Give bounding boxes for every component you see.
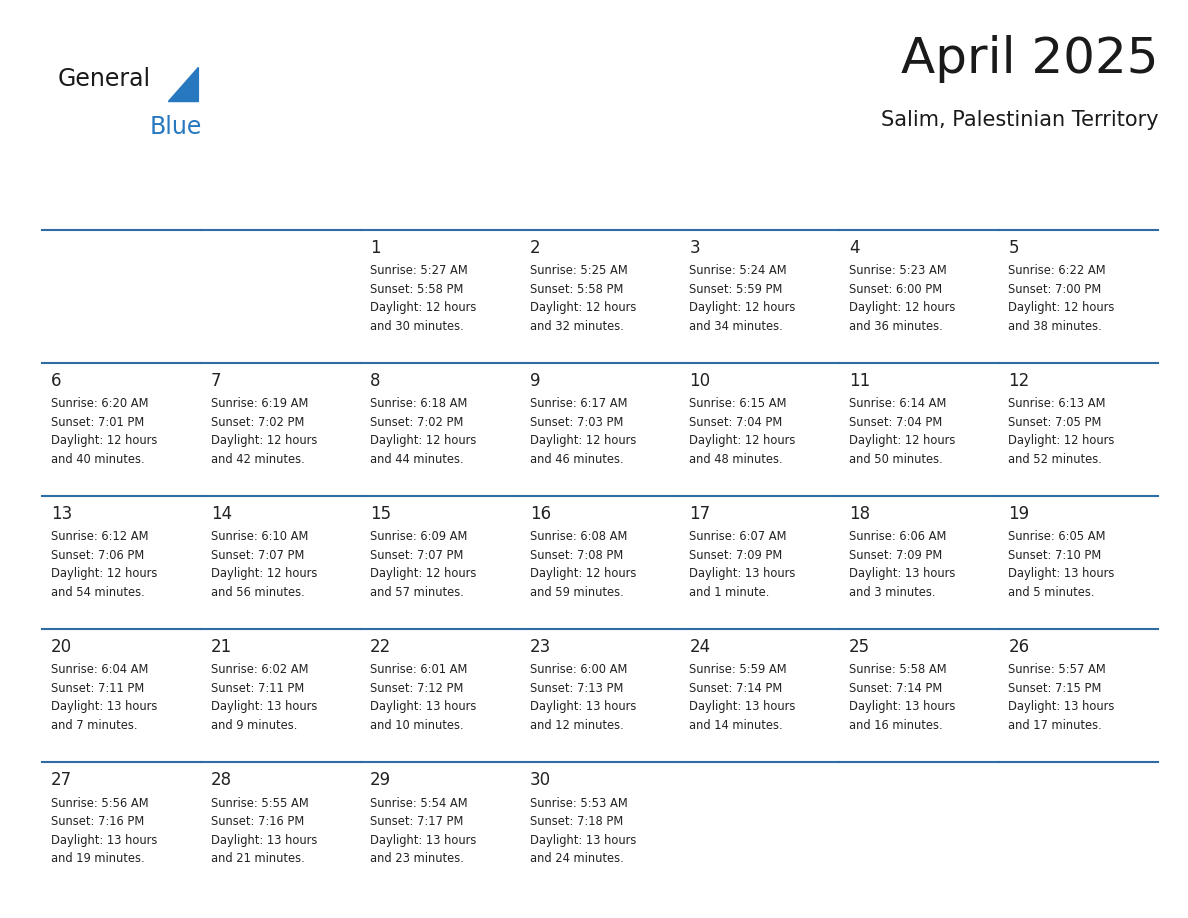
Text: Sunrise: 5:59 AM
Sunset: 7:14 PM
Daylight: 13 hours
and 14 minutes.: Sunrise: 5:59 AM Sunset: 7:14 PM Dayligh…	[689, 664, 796, 732]
Text: Saturday: Saturday	[1009, 192, 1081, 207]
Text: Thursday: Thursday	[689, 192, 764, 207]
Text: 30: 30	[530, 771, 551, 789]
Text: Sunrise: 6:10 AM
Sunset: 7:07 PM
Daylight: 12 hours
and 56 minutes.: Sunrise: 6:10 AM Sunset: 7:07 PM Dayligh…	[210, 531, 317, 599]
Text: 10: 10	[689, 372, 710, 390]
Text: 25: 25	[848, 638, 870, 656]
Text: Sunrise: 6:01 AM
Sunset: 7:12 PM
Daylight: 13 hours
and 10 minutes.: Sunrise: 6:01 AM Sunset: 7:12 PM Dayligh…	[371, 664, 476, 732]
Text: Sunrise: 6:22 AM
Sunset: 7:00 PM
Daylight: 12 hours
and 38 minutes.: Sunrise: 6:22 AM Sunset: 7:00 PM Dayligh…	[1009, 264, 1114, 332]
Text: Sunrise: 5:24 AM
Sunset: 5:59 PM
Daylight: 12 hours
and 34 minutes.: Sunrise: 5:24 AM Sunset: 5:59 PM Dayligh…	[689, 264, 796, 332]
Text: 3: 3	[689, 239, 700, 257]
Text: 6: 6	[51, 372, 62, 390]
Text: Sunrise: 6:15 AM
Sunset: 7:04 PM
Daylight: 12 hours
and 48 minutes.: Sunrise: 6:15 AM Sunset: 7:04 PM Dayligh…	[689, 397, 796, 465]
Text: 9: 9	[530, 372, 541, 390]
Text: Sunrise: 5:56 AM
Sunset: 7:16 PM
Daylight: 13 hours
and 19 minutes.: Sunrise: 5:56 AM Sunset: 7:16 PM Dayligh…	[51, 797, 158, 865]
Text: Sunrise: 5:25 AM
Sunset: 5:58 PM
Daylight: 12 hours
and 32 minutes.: Sunrise: 5:25 AM Sunset: 5:58 PM Dayligh…	[530, 264, 636, 332]
Text: Friday: Friday	[848, 192, 898, 207]
Text: Wednesday: Wednesday	[530, 192, 623, 207]
Text: 12: 12	[1009, 372, 1030, 390]
Text: Sunday: Sunday	[51, 192, 112, 207]
Text: 7: 7	[210, 372, 221, 390]
Text: Sunrise: 6:17 AM
Sunset: 7:03 PM
Daylight: 12 hours
and 46 minutes.: Sunrise: 6:17 AM Sunset: 7:03 PM Dayligh…	[530, 397, 636, 465]
Text: Sunrise: 5:58 AM
Sunset: 7:14 PM
Daylight: 13 hours
and 16 minutes.: Sunrise: 5:58 AM Sunset: 7:14 PM Dayligh…	[848, 664, 955, 732]
Text: 22: 22	[371, 638, 392, 656]
Text: Sunrise: 6:14 AM
Sunset: 7:04 PM
Daylight: 12 hours
and 50 minutes.: Sunrise: 6:14 AM Sunset: 7:04 PM Dayligh…	[848, 397, 955, 465]
Text: Sunrise: 6:13 AM
Sunset: 7:05 PM
Daylight: 12 hours
and 52 minutes.: Sunrise: 6:13 AM Sunset: 7:05 PM Dayligh…	[1009, 397, 1114, 465]
Text: 21: 21	[210, 638, 232, 656]
Text: 16: 16	[530, 505, 551, 523]
Text: Sunrise: 5:23 AM
Sunset: 6:00 PM
Daylight: 12 hours
and 36 minutes.: Sunrise: 5:23 AM Sunset: 6:00 PM Dayligh…	[848, 264, 955, 332]
Text: Sunrise: 5:57 AM
Sunset: 7:15 PM
Daylight: 13 hours
and 17 minutes.: Sunrise: 5:57 AM Sunset: 7:15 PM Dayligh…	[1009, 664, 1114, 732]
Text: 17: 17	[689, 505, 710, 523]
Text: Sunrise: 6:00 AM
Sunset: 7:13 PM
Daylight: 13 hours
and 12 minutes.: Sunrise: 6:00 AM Sunset: 7:13 PM Dayligh…	[530, 664, 636, 732]
Text: 26: 26	[1009, 638, 1030, 656]
Text: 19: 19	[1009, 505, 1030, 523]
Text: 13: 13	[51, 505, 72, 523]
Text: Sunrise: 6:20 AM
Sunset: 7:01 PM
Daylight: 12 hours
and 40 minutes.: Sunrise: 6:20 AM Sunset: 7:01 PM Dayligh…	[51, 397, 158, 465]
Text: Sunrise: 6:04 AM
Sunset: 7:11 PM
Daylight: 13 hours
and 7 minutes.: Sunrise: 6:04 AM Sunset: 7:11 PM Dayligh…	[51, 664, 158, 732]
Text: 8: 8	[371, 372, 380, 390]
Text: April 2025: April 2025	[901, 35, 1158, 83]
Text: Salim, Palestinian Territory: Salim, Palestinian Territory	[880, 110, 1158, 130]
Text: 24: 24	[689, 638, 710, 656]
Text: 23: 23	[530, 638, 551, 656]
Text: Tuesday: Tuesday	[371, 192, 436, 207]
Text: 14: 14	[210, 505, 232, 523]
Text: Sunrise: 6:08 AM
Sunset: 7:08 PM
Daylight: 12 hours
and 59 minutes.: Sunrise: 6:08 AM Sunset: 7:08 PM Dayligh…	[530, 531, 636, 599]
Text: 15: 15	[371, 505, 391, 523]
Text: Sunrise: 6:06 AM
Sunset: 7:09 PM
Daylight: 13 hours
and 3 minutes.: Sunrise: 6:06 AM Sunset: 7:09 PM Dayligh…	[848, 531, 955, 599]
Text: Sunrise: 5:54 AM
Sunset: 7:17 PM
Daylight: 13 hours
and 23 minutes.: Sunrise: 5:54 AM Sunset: 7:17 PM Dayligh…	[371, 797, 476, 865]
Text: Sunrise: 6:12 AM
Sunset: 7:06 PM
Daylight: 12 hours
and 54 minutes.: Sunrise: 6:12 AM Sunset: 7:06 PM Dayligh…	[51, 531, 158, 599]
Text: Monday: Monday	[210, 192, 274, 207]
Text: 11: 11	[848, 372, 870, 390]
Text: General: General	[57, 67, 151, 91]
Text: 20: 20	[51, 638, 72, 656]
Text: 4: 4	[848, 239, 859, 257]
Text: Sunrise: 6:18 AM
Sunset: 7:02 PM
Daylight: 12 hours
and 44 minutes.: Sunrise: 6:18 AM Sunset: 7:02 PM Dayligh…	[371, 397, 476, 465]
Text: Blue: Blue	[150, 115, 202, 140]
Text: 1: 1	[371, 239, 381, 257]
Text: Sunrise: 6:19 AM
Sunset: 7:02 PM
Daylight: 12 hours
and 42 minutes.: Sunrise: 6:19 AM Sunset: 7:02 PM Dayligh…	[210, 397, 317, 465]
Text: Sunrise: 6:02 AM
Sunset: 7:11 PM
Daylight: 13 hours
and 9 minutes.: Sunrise: 6:02 AM Sunset: 7:11 PM Dayligh…	[210, 664, 317, 732]
Text: 18: 18	[848, 505, 870, 523]
Text: Sunrise: 6:05 AM
Sunset: 7:10 PM
Daylight: 13 hours
and 5 minutes.: Sunrise: 6:05 AM Sunset: 7:10 PM Dayligh…	[1009, 531, 1114, 599]
Text: 2: 2	[530, 239, 541, 257]
Text: Sunrise: 5:53 AM
Sunset: 7:18 PM
Daylight: 13 hours
and 24 minutes.: Sunrise: 5:53 AM Sunset: 7:18 PM Dayligh…	[530, 797, 636, 865]
Polygon shape	[169, 67, 198, 102]
Text: Sunrise: 5:27 AM
Sunset: 5:58 PM
Daylight: 12 hours
and 30 minutes.: Sunrise: 5:27 AM Sunset: 5:58 PM Dayligh…	[371, 264, 476, 332]
Text: Sunrise: 6:07 AM
Sunset: 7:09 PM
Daylight: 13 hours
and 1 minute.: Sunrise: 6:07 AM Sunset: 7:09 PM Dayligh…	[689, 531, 796, 599]
Text: 28: 28	[210, 771, 232, 789]
Text: Sunrise: 5:55 AM
Sunset: 7:16 PM
Daylight: 13 hours
and 21 minutes.: Sunrise: 5:55 AM Sunset: 7:16 PM Dayligh…	[210, 797, 317, 865]
Text: 27: 27	[51, 771, 72, 789]
Text: 5: 5	[1009, 239, 1019, 257]
Text: Sunrise: 6:09 AM
Sunset: 7:07 PM
Daylight: 12 hours
and 57 minutes.: Sunrise: 6:09 AM Sunset: 7:07 PM Dayligh…	[371, 531, 476, 599]
Text: 29: 29	[371, 771, 391, 789]
